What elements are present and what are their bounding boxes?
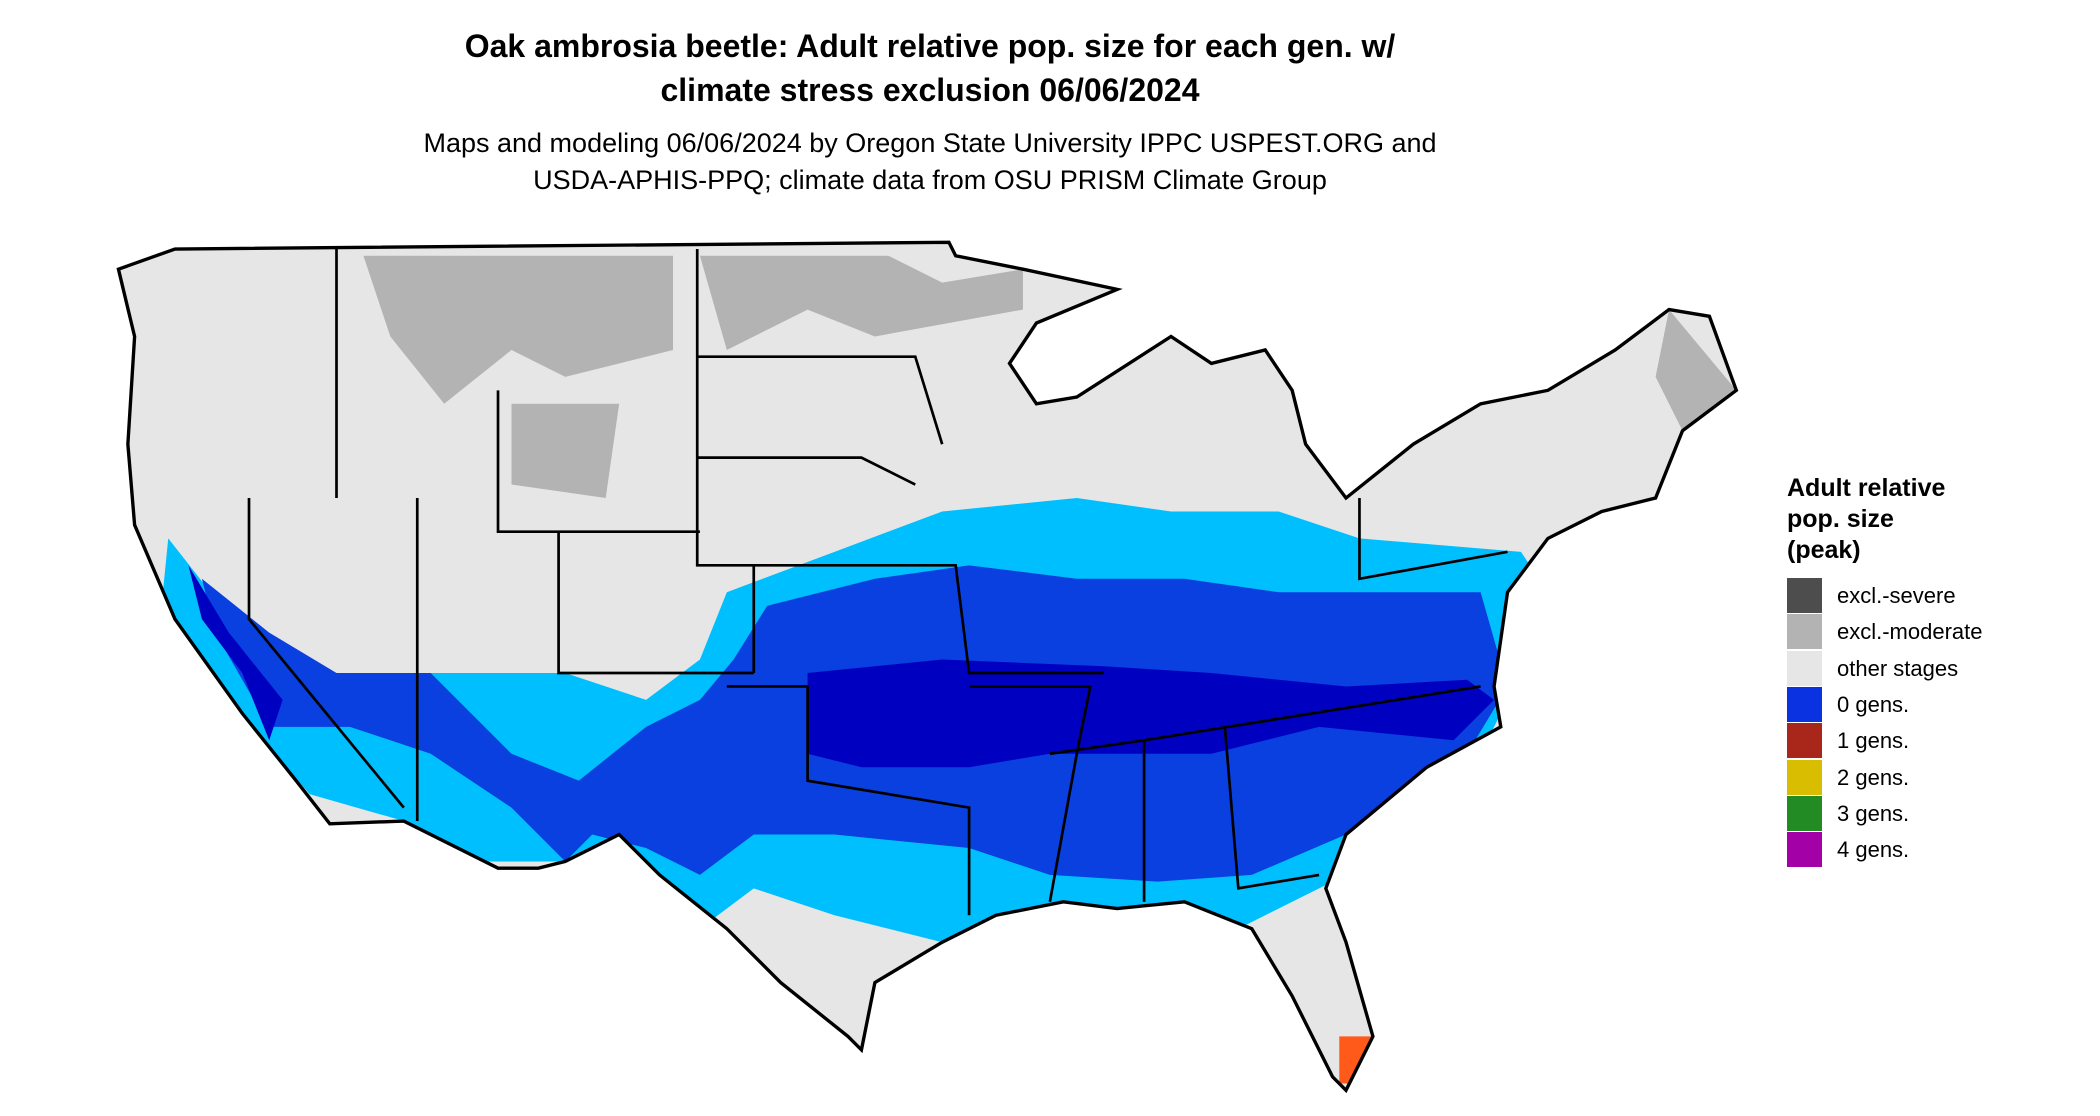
legend-swatch xyxy=(1787,723,1822,759)
legend-title: pop. size xyxy=(1787,505,1894,533)
legend-swatch xyxy=(1787,578,1822,613)
legend-swatch xyxy=(1787,614,1822,650)
legend-swatch xyxy=(1787,686,1822,722)
legend-label: excl.-moderate xyxy=(1837,619,1983,645)
legend-label: 0 gens. xyxy=(1837,691,1910,717)
us-map xyxy=(116,240,1739,1092)
legend-label: 2 gens. xyxy=(1837,764,1910,790)
subtitle: USDA-APHIS-PPQ; climate data from OSU PR… xyxy=(533,165,1327,195)
legend-swatch xyxy=(1787,795,1822,831)
title: climate stress exclusion 06/06/2024 xyxy=(660,72,1200,108)
subtitle: Maps and modeling 06/06/2024 by Oregon S… xyxy=(423,128,1437,158)
legend-title: (peak) xyxy=(1787,536,1861,564)
title: Oak ambrosia beetle: Adult relative pop.… xyxy=(464,28,1396,64)
legend-label: 3 gens. xyxy=(1837,800,1910,826)
legend-swatch xyxy=(1787,832,1822,868)
map xyxy=(116,240,1739,1092)
legend-label: excl.-severe xyxy=(1837,583,1956,608)
legend-label: other stages xyxy=(1837,655,1959,681)
legend-label: 4 gens. xyxy=(1837,837,1910,863)
legend-swatch xyxy=(1787,650,1822,686)
legend-label: 1 gens. xyxy=(1837,728,1910,754)
legend-title: Adult relative xyxy=(1787,474,1946,502)
legend-swatch xyxy=(1787,759,1822,795)
